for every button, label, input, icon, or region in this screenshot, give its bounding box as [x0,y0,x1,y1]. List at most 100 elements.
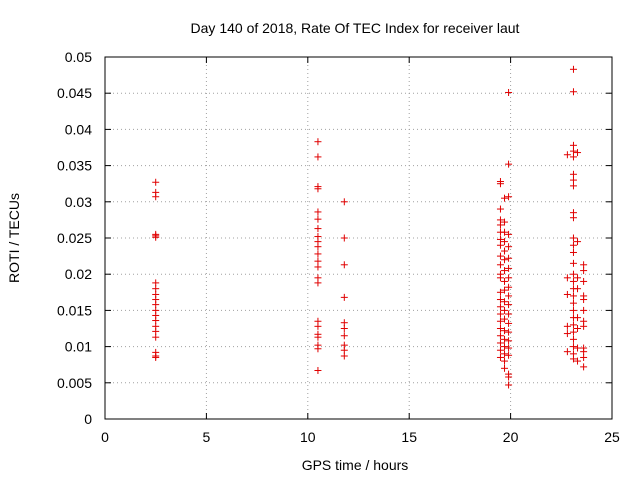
data-point [314,215,322,223]
data-point [580,296,588,304]
data-point [574,285,582,293]
y-tick-label: 0.03 [65,194,92,210]
data-point [569,343,577,351]
data-point [501,364,509,372]
data-point [501,357,509,365]
y-tick-label: 0.01 [65,339,92,355]
grid-lines [105,57,612,419]
data-point [505,243,513,251]
data-point [501,247,509,255]
data-point [314,279,322,287]
data-point [569,88,577,96]
data-point [569,248,577,256]
x-tick-label: 25 [604,429,620,445]
data-point [569,234,577,242]
data-point [574,357,582,365]
data-point [496,288,504,296]
data-point [505,160,513,168]
data-point [505,254,513,262]
data-point [501,218,509,226]
data-point [505,351,513,359]
x-tick-label: 15 [401,429,417,445]
data-point [580,363,588,371]
data-point [569,306,577,314]
data-point [563,290,571,298]
data-point [505,292,513,300]
y-tick-label: 0.025 [57,230,92,246]
data-point [563,348,571,356]
y-tick-labels: 0 0.005 0.01 0.015 0.02 0.025 0.03 0.035 0.04 0.0… [57,49,92,427]
data-point [501,298,509,306]
data-point [569,328,577,336]
data-point [314,366,322,374]
y-tick-label: 0 [84,411,92,427]
data-point [505,319,513,327]
data-point [496,205,504,213]
data-point [152,178,160,186]
data-point [496,303,504,311]
y-axis-label: ROTI / TECUs [6,193,22,283]
data-point [496,221,504,229]
data-point [505,193,513,201]
data-point [569,277,577,285]
x-tick-labels: 0 5 10 15 20 25 [101,429,620,445]
data-point [496,346,504,354]
data-point [314,185,322,193]
y-tick-label: 0.035 [57,158,92,174]
x-tick-label: 10 [300,429,316,445]
data-point [496,252,504,260]
data-point [314,225,322,233]
data-point [501,327,509,335]
data-point [152,353,160,361]
data-point [501,228,509,236]
data-point [501,315,509,323]
data-point [501,267,509,275]
data-point [340,261,348,269]
chart-title: Day 140 of 2018, Rate Of TEC Index for r… [191,20,520,36]
data-point [569,241,577,249]
data-point [569,214,577,222]
data-point [501,335,509,343]
data-point [569,355,577,363]
data-point [501,256,509,264]
x-axis-label: GPS time / hours [302,457,409,473]
data-point [563,322,571,330]
data-point [314,208,322,216]
data-point [505,381,513,389]
data-point [569,299,577,307]
data-point [569,270,577,278]
data-point [563,151,571,159]
data-point [505,344,513,352]
data-point [501,306,509,314]
data-point [580,353,588,361]
data-point [496,180,504,188]
x-tick-label: 0 [101,429,109,445]
data-point [314,243,322,251]
data-point [501,350,509,358]
data-point [501,286,509,294]
data-point [505,328,513,336]
data-point [580,277,588,285]
data-point [496,274,504,282]
data-point [505,283,513,291]
data-point [505,274,513,282]
data-point [505,337,513,345]
y-tick-label: 0.005 [57,375,92,391]
data-point [501,343,509,351]
data-point [314,322,322,330]
data-point [152,333,160,341]
data-point [563,274,571,282]
data-point [496,310,504,318]
y-tick-label: 0.02 [65,266,92,282]
data-point [314,263,322,271]
data-point [574,274,582,282]
data-point [496,332,504,340]
data-point [505,301,513,309]
data-point [563,330,571,338]
data-point [574,149,582,157]
data-point [340,293,348,301]
y-tick-label: 0.045 [57,85,92,101]
data-point [580,267,588,275]
data-point [496,353,504,361]
data-point [505,230,513,238]
